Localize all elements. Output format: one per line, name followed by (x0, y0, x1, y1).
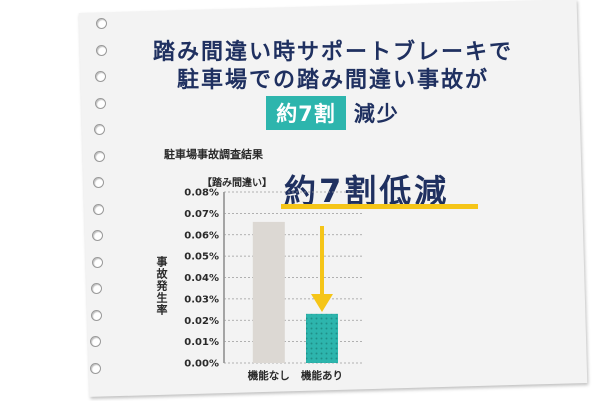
binder-hole (94, 97, 106, 109)
headline-line-2: 駐車場での踏み間違い事故が (176, 68, 489, 93)
callout-underline (281, 204, 478, 209)
y-tick-label: 0.05% (184, 252, 219, 263)
y-tick-label: 0.06% (184, 230, 219, 241)
bar-without-feature (252, 221, 285, 363)
reduction-badge: 約7割 (266, 96, 346, 130)
binder-hole (95, 71, 106, 82)
reduction-suffix: 減少 (353, 102, 400, 126)
binder-hole (92, 230, 103, 241)
y-tick-label: 0.02% (184, 316, 219, 327)
y-tick-label: 0.04% (184, 273, 219, 284)
binder-hole (91, 283, 102, 294)
infographic: 踏み間違い時サポートブレーキで 駐車場での踏み間違い事故が 約7割 減少 駐車場… (84, 6, 582, 390)
binder-hole (93, 177, 104, 188)
chart-unit-label: 【踏み間違い】 (202, 178, 272, 189)
binder-hole (93, 150, 105, 162)
binder-hole (90, 336, 101, 347)
y-tick-label: 0.00% (184, 359, 219, 370)
bar-with-feature (306, 313, 338, 363)
headline-line-1: 踏み間違い時サポートブレーキで (152, 40, 513, 65)
chart-title: 駐車場事故調査結果 (164, 148, 263, 161)
binder-holes (0, 0, 107, 401)
binder-hole (90, 309, 102, 321)
x-tick-label: 機能あり (301, 369, 343, 382)
binder-hole (94, 124, 105, 135)
reduction-badge-row: 約7割 減少 (84, 96, 582, 130)
y-tick-label: 0.08% (184, 188, 219, 199)
bar-chart: 0.00% 0.01% 0.02% 0.03% 0.04% 0.05% 0.06% 0.07%… (184, 188, 364, 382)
y-tick-label: 0.07% (184, 209, 219, 220)
y-axis-label: 事故発生率 (155, 256, 168, 316)
reduction-callout: 約7割低減 (284, 172, 450, 210)
binder-hole (89, 362, 101, 374)
binder-hole (95, 44, 107, 56)
arrow-head (311, 294, 333, 312)
x-tick-label: 機能なし (248, 369, 290, 382)
arrow-shaft (320, 226, 324, 296)
y-tick-label: 0.03% (184, 294, 219, 305)
binder-hole (96, 18, 107, 29)
binder-hole (92, 203, 104, 215)
binder-hole (91, 256, 103, 268)
y-tick-label: 0.01% (184, 337, 219, 348)
